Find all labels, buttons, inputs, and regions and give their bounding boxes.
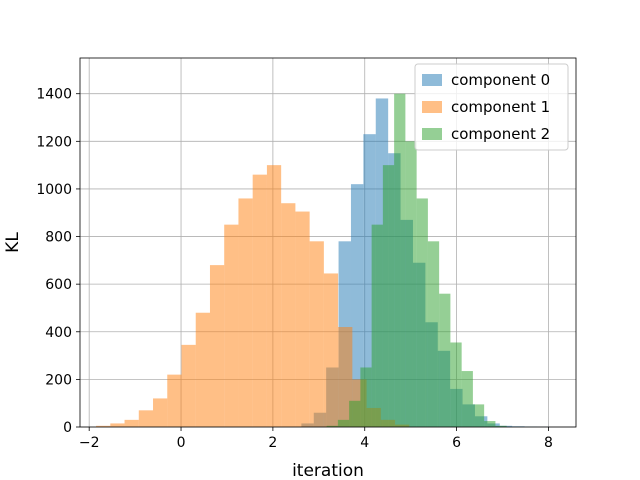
- histogram-bar: [338, 327, 353, 427]
- histogram-bar: [360, 367, 372, 427]
- legend: component 0 component 1 component 2: [414, 63, 569, 151]
- legend-box: [414, 63, 569, 151]
- y-tick-label: 0: [63, 420, 72, 436]
- y-tick-label: 1400: [36, 87, 72, 103]
- histogram-bar: [124, 419, 139, 427]
- x-tick-label: 8: [544, 435, 553, 451]
- histogram-bar: [450, 342, 462, 427]
- x-tick-label: 0: [177, 435, 186, 451]
- legend-swatch: [422, 74, 442, 86]
- histogram-bar: [472, 404, 485, 427]
- histogram-bar: [167, 374, 182, 427]
- bars: [96, 93, 550, 428]
- histogram-bar: [224, 224, 239, 427]
- series-1: [96, 165, 410, 427]
- histogram-bar: [350, 184, 364, 427]
- histogram-bar: [461, 371, 473, 427]
- histogram-bar: [110, 423, 125, 427]
- histogram-bar: [382, 165, 395, 427]
- y-tick-label: 1200: [36, 134, 72, 150]
- legend-swatch: [422, 128, 442, 140]
- histogram-bar: [153, 398, 168, 427]
- histogram-bar: [195, 312, 210, 427]
- histogram-bar: [405, 141, 417, 428]
- y-axis-label: KL: [3, 232, 23, 253]
- histogram-bar: [394, 93, 406, 427]
- histogram-bar: [323, 273, 339, 427]
- x-axis-label: iteration: [292, 461, 364, 480]
- legend-label: component 0: [451, 71, 550, 89]
- y-tick-label: 800: [45, 230, 72, 246]
- histogram-bar: [266, 165, 282, 427]
- histogram-bar: [416, 198, 428, 427]
- histogram-bar: [138, 410, 154, 427]
- histogram-bar: [427, 241, 440, 427]
- histogram-bar: [238, 198, 253, 427]
- histogram-bar: [484, 421, 496, 427]
- histogram-bar: [252, 174, 267, 427]
- legend-swatch: [422, 101, 442, 113]
- histogram-bar: [349, 400, 361, 427]
- y-tick-label: 400: [45, 325, 72, 341]
- x-tick-label: −2: [79, 435, 100, 451]
- histogram-bar: [96, 425, 111, 427]
- series-2: [326, 93, 507, 428]
- histogram-bar: [281, 203, 296, 427]
- histogram-bar: [295, 211, 310, 427]
- y-tick-label: 1000: [36, 182, 72, 198]
- y-tick-label: 600: [45, 277, 72, 293]
- histogram-bar: [181, 344, 196, 427]
- histogram-bar: [309, 241, 324, 427]
- legend-label: component 1: [451, 98, 550, 116]
- y-tick-label: 200: [45, 372, 72, 388]
- x-tick-label: 4: [360, 435, 369, 451]
- histogram-bar: [495, 425, 507, 427]
- histogram-bar: [209, 265, 225, 427]
- histogram-bar: [337, 419, 350, 427]
- histogram-bar: [439, 293, 451, 427]
- x-tick-label: 6: [452, 435, 461, 451]
- ticks: −2 0 2 4 6 8 0 200 400 600 800 1000 1200 1400: [36, 87, 553, 451]
- x-tick-label: 2: [268, 435, 277, 451]
- plot-frame: [79, 57, 577, 428]
- legend-label: component 2: [451, 125, 550, 143]
- histogram-bar: [326, 425, 338, 427]
- histogram-bar: [371, 224, 383, 427]
